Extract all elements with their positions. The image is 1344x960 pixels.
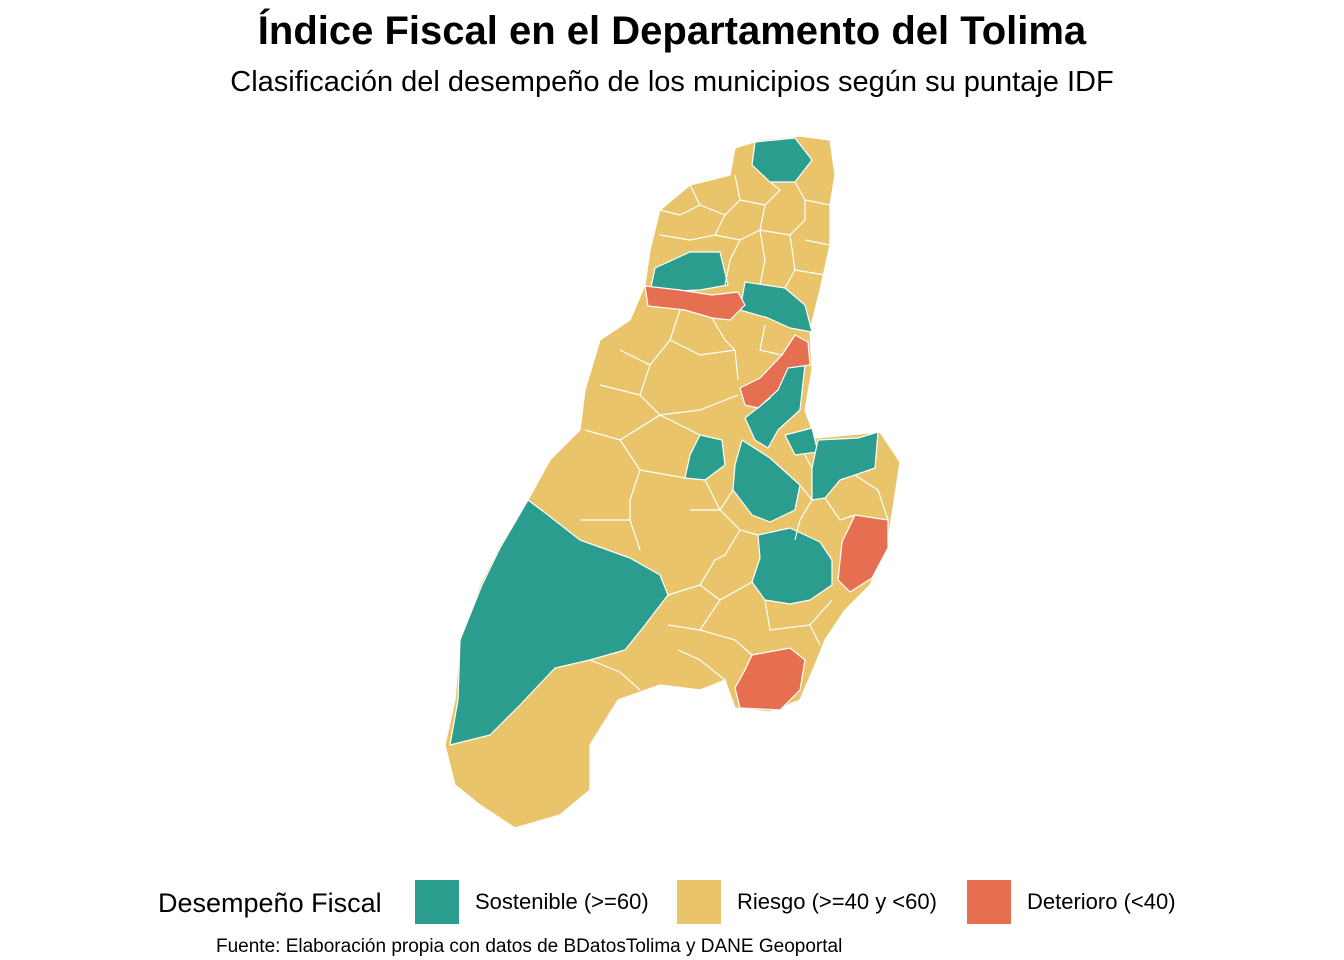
municipality-north-band [644, 285, 746, 321]
legend-title: Desempeño Fiscal [158, 888, 382, 918]
source-caption: Fuente: Elaboración propia con datos de … [216, 936, 843, 957]
legend-swatch-riesgo [677, 880, 721, 924]
legend-swatch-sostenible [415, 880, 459, 924]
legend-label-sostenible: Sostenible (>=60) [475, 889, 649, 914]
municipality-central-east [739, 334, 811, 409]
municipality-east-lower [837, 514, 889, 593]
municipality-boundaries [580, 174, 889, 691]
legend-label-deterioro: Deterioro (<40) [1027, 889, 1176, 914]
municipality-southwest-large [449, 499, 669, 746]
legend-swatch-deterioro [967, 880, 1011, 924]
legend-label-riesgo: Riesgo (>=40 y <60) [737, 889, 937, 914]
municipality-south-central [751, 527, 833, 605]
municipality-south [734, 647, 806, 711]
map-subtitle: Clasificación del desempeño de los munic… [230, 66, 1114, 98]
map-title: Índice Fiscal en el Departamento del Tol… [257, 9, 1087, 53]
municipality-north-east [739, 281, 813, 333]
municipality-east-upper [811, 431, 879, 501]
municipality-central-large [732, 439, 801, 523]
map-legend: Desempeño Fiscal Sostenible (>=60) Riesg… [0, 876, 1344, 930]
